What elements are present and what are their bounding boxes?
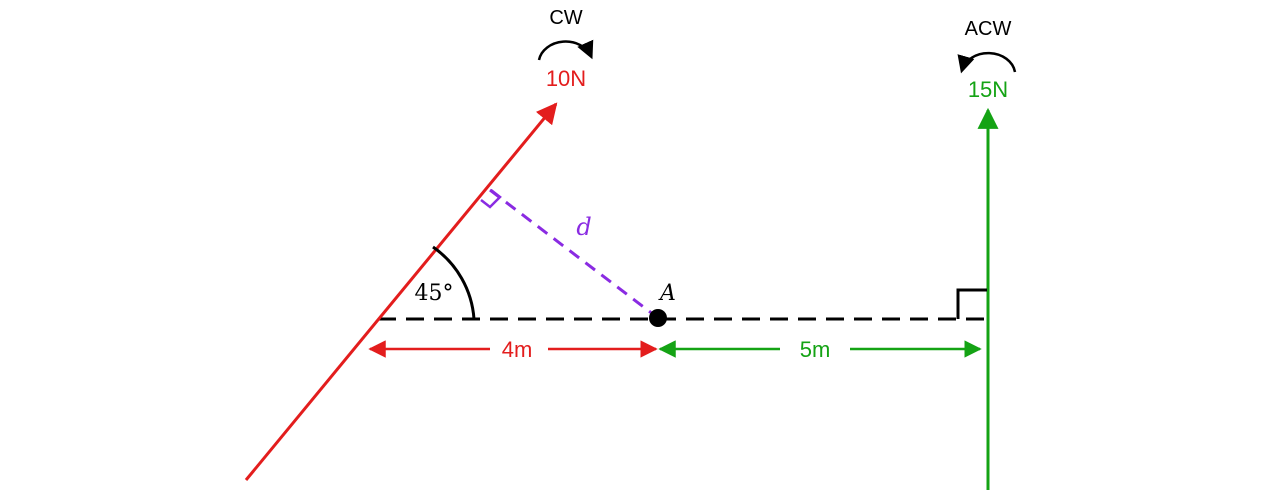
- angle-label: 45°: [415, 281, 454, 306]
- distance-right-label: 5m: [800, 337, 831, 362]
- cw-label: CW: [549, 7, 582, 29]
- force-10n-label: 10N: [546, 66, 586, 91]
- pivot-label: A: [658, 281, 676, 306]
- perpendicular-distance-label: d: [576, 213, 591, 241]
- right-angle-marker-vertical: [956, 288, 987, 319]
- pivot-point: [649, 309, 667, 327]
- perpendicular-distance-line: [489, 188, 659, 320]
- acw-label: ACW: [965, 18, 1012, 40]
- right-angle-marker-perpendicular: [480, 189, 502, 209]
- force-15n-label: 15N: [968, 77, 1008, 102]
- clockwise-arrow-icon: [537, 39, 594, 61]
- anticlockwise-arrow-icon: [957, 51, 1017, 74]
- force-10n-line: [244, 102, 558, 481]
- distance-left-label: 4m: [502, 337, 533, 362]
- angle-arc: [432, 245, 476, 320]
